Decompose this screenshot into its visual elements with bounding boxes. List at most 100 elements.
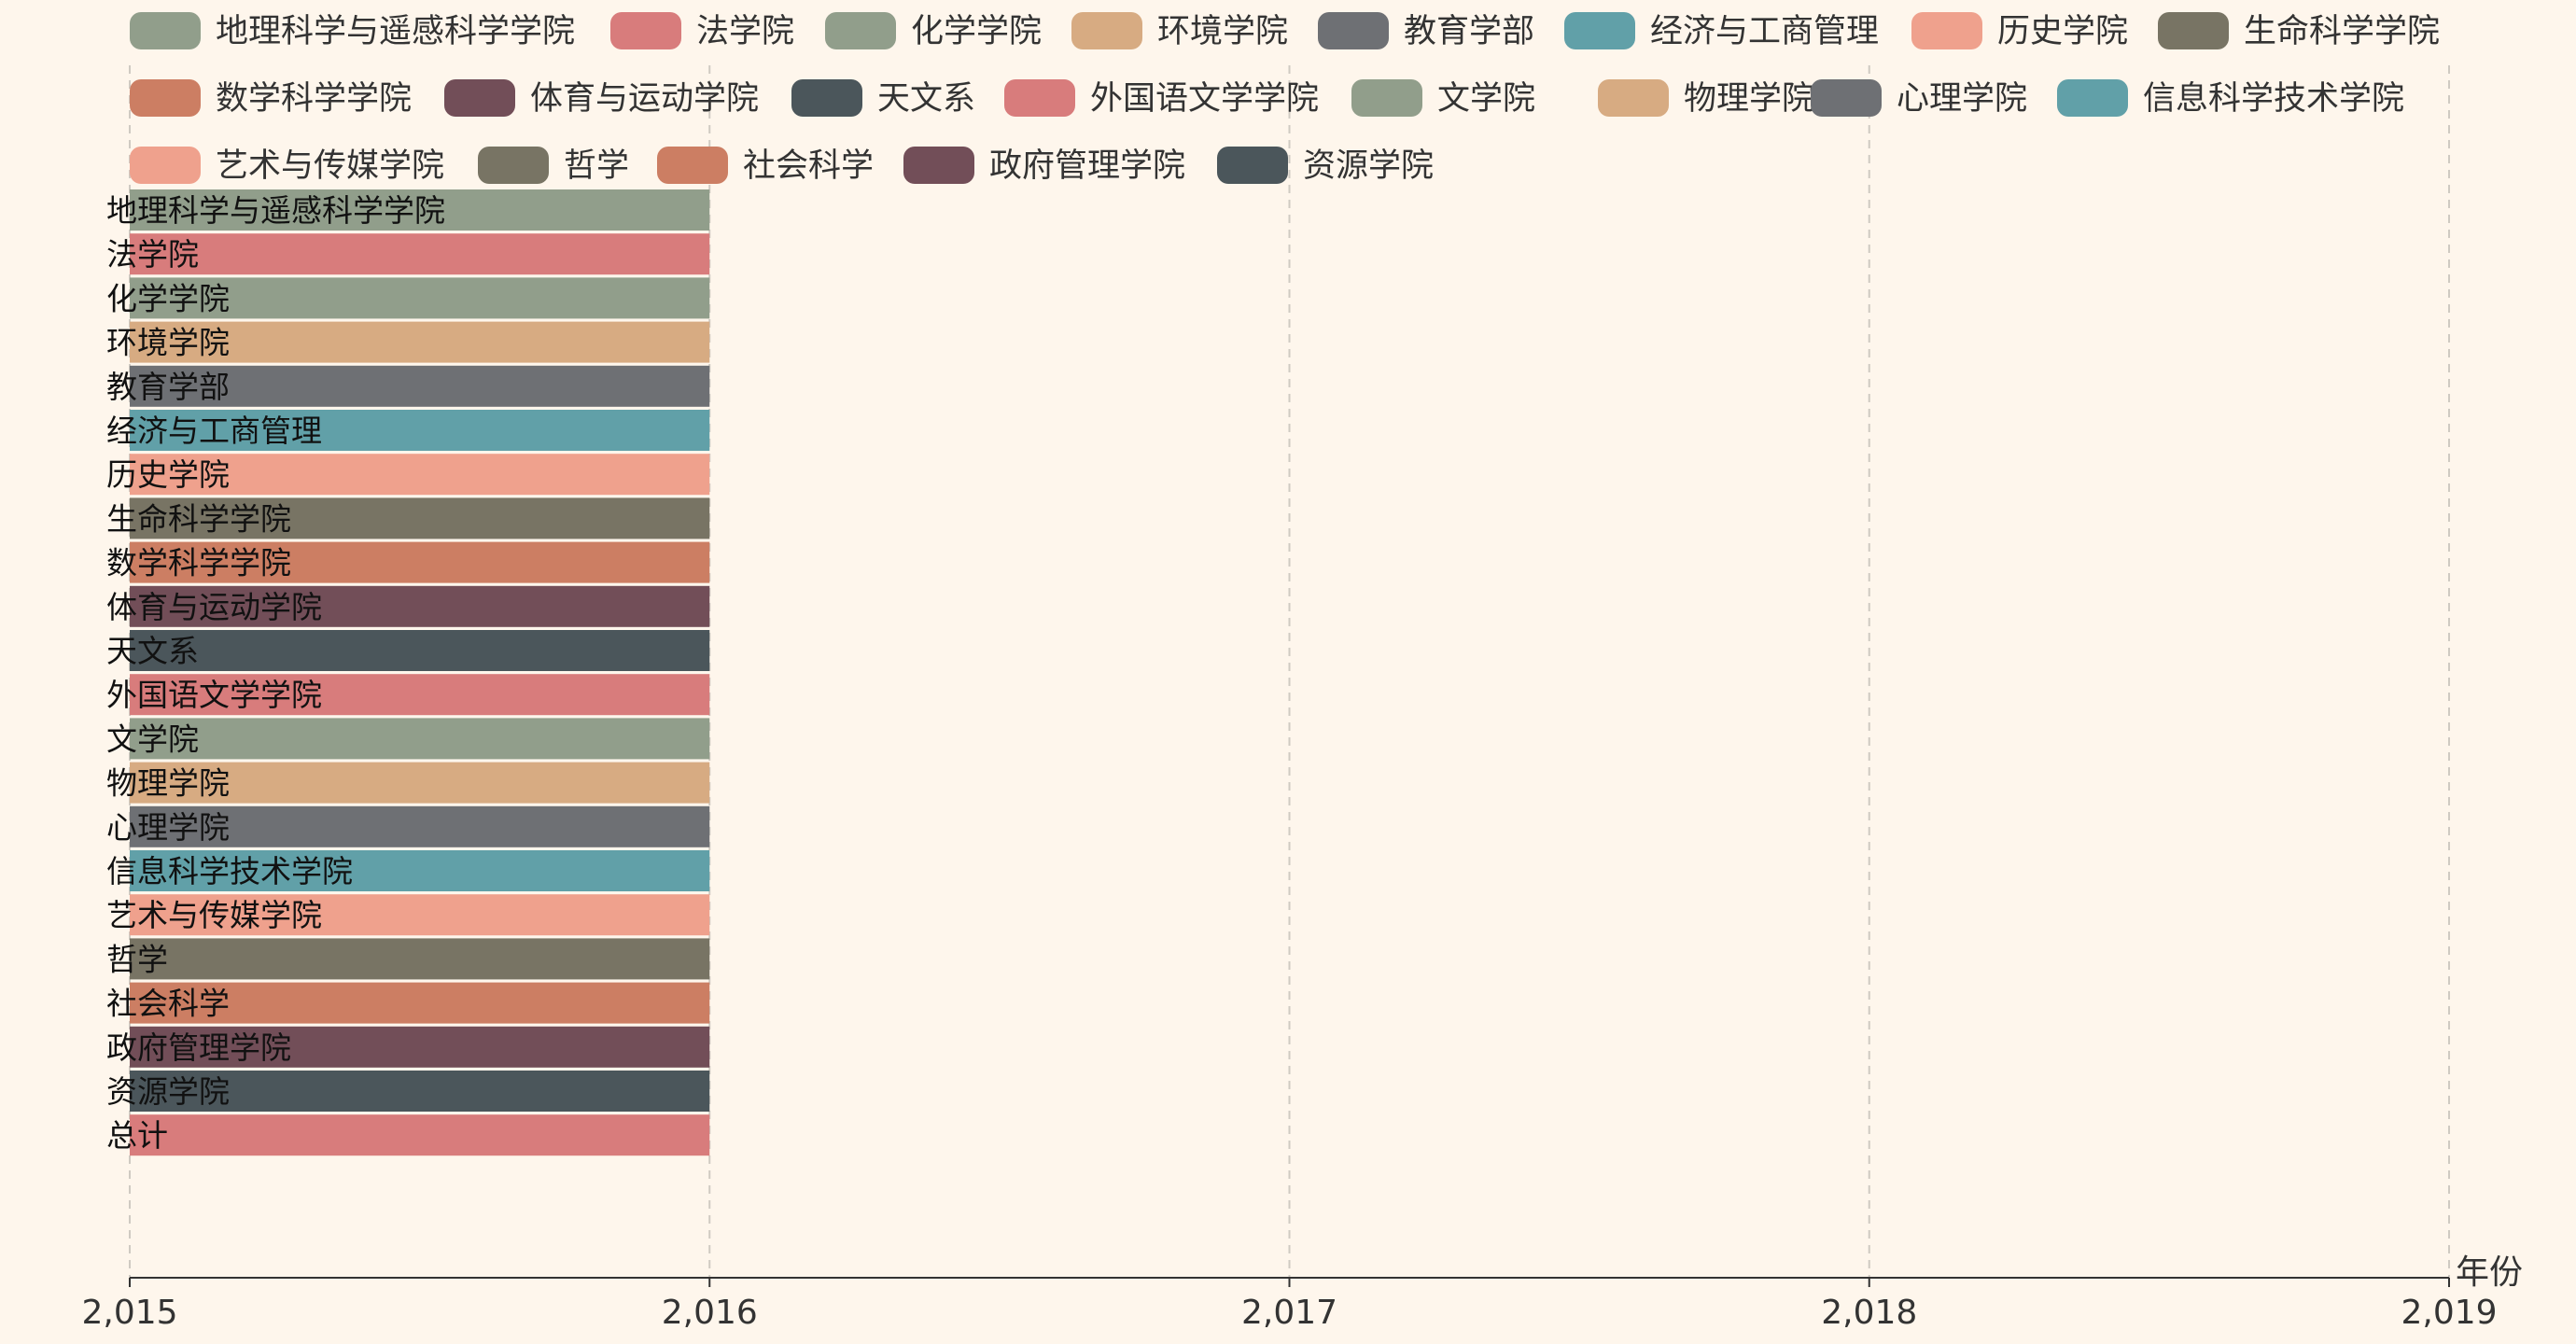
bar (130, 718, 710, 760)
bar (130, 894, 710, 936)
legend-swatch (2057, 79, 2128, 117)
bar (130, 321, 710, 363)
x-tick-label: 2,015 (81, 1294, 177, 1332)
bar (130, 674, 710, 716)
bar (130, 454, 710, 496)
legend-label: 生命科学学院 (2244, 13, 2440, 50)
bar (130, 1026, 710, 1068)
legend-label: 经济与工商管理 (1650, 13, 1879, 50)
legend-label: 艺术与传媒学院 (216, 147, 444, 185)
bar (130, 233, 710, 275)
legend-item[interactable]: 信息科学技术学院 (2057, 79, 2404, 118)
legend-label: 环境学院 (1157, 13, 1288, 50)
legend-swatch (2158, 12, 2229, 49)
legend-item[interactable]: 体育与运动学院 (444, 79, 759, 118)
legend-label: 政府管理学院 (989, 147, 1185, 185)
legend-item[interactable]: 心理学院 (1811, 79, 2027, 118)
bar (130, 630, 710, 671)
bar (130, 762, 710, 804)
x-tick-label: 2,017 (1241, 1294, 1337, 1332)
legend-label: 物理学院 (1684, 80, 1814, 118)
legend-item[interactable]: 历史学院 (1911, 12, 2128, 50)
legend-item[interactable]: 地理科学与遥感科学学院 (130, 12, 575, 50)
category-label: 历史学院 (106, 456, 230, 493)
legend-item[interactable]: 法学院 (610, 12, 794, 50)
bar (130, 850, 710, 891)
bar (130, 497, 710, 539)
category-label: 经济与工商管理 (106, 413, 322, 449)
legend-swatch (478, 147, 549, 184)
category-label: 化学学院 (106, 280, 230, 316)
category-label: 教育学部 (106, 369, 230, 405)
bar (130, 541, 710, 583)
legend-item[interactable]: 教育学部 (1318, 12, 1534, 50)
legend-swatch (610, 12, 681, 49)
category-label: 生命科学学院 (106, 500, 291, 537)
category-label: 环境学院 (106, 325, 230, 361)
legend-item[interactable]: 政府管理学院 (903, 147, 1185, 185)
category-label: 法学院 (106, 236, 199, 273)
legend-label: 法学院 (696, 13, 794, 50)
bar (130, 938, 710, 980)
legend-swatch (1598, 79, 1669, 117)
legend-label: 哲学 (564, 147, 629, 185)
legend-label: 社会科学 (743, 147, 874, 185)
category-label: 数学科学学院 (106, 545, 291, 581)
legend-label: 体育与运动学院 (530, 80, 759, 118)
legend-label: 信息科学技术学院 (2143, 80, 2404, 118)
legend-swatch (1564, 12, 1635, 49)
x-axis: 年份 2,015 2,016 2,017 2,018 2,019 (81, 1253, 2523, 1332)
bar (130, 1071, 710, 1112)
category-label: 体育与运动学院 (106, 589, 322, 625)
legend-item[interactable]: 外国语文学学院 (1004, 79, 1319, 118)
category-label: 地理科学与遥感科学学院 (106, 192, 445, 229)
legend-label: 教育学部 (1404, 13, 1534, 50)
legend-item[interactable]: 艺术与传媒学院 (130, 147, 444, 185)
legend-item[interactable]: 化学学院 (825, 12, 1042, 50)
legend-item[interactable]: 环境学院 (1071, 12, 1288, 50)
legend-swatch (657, 147, 728, 184)
legend-swatch (130, 79, 201, 117)
legend-swatch (903, 147, 974, 184)
legend-label: 地理科学与遥感科学学院 (216, 13, 575, 50)
legend-item[interactable]: 社会科学 (657, 147, 874, 185)
legend-swatch (1217, 147, 1288, 184)
legend-swatch (130, 12, 201, 49)
category-label: 外国语文学学院 (106, 677, 322, 713)
legend-label: 文学院 (1437, 80, 1535, 118)
category-label: 艺术与传媒学院 (106, 897, 322, 933)
legend-item[interactable]: 资源学院 (1217, 147, 1434, 185)
bar (130, 805, 710, 847)
legend-swatch (825, 12, 896, 49)
x-tick-label: 2,019 (2401, 1294, 2497, 1332)
legend-item[interactable]: 经济与工商管理 (1564, 12, 1879, 50)
category-label: 资源学院 (106, 1073, 230, 1110)
legend-label: 心理学院 (1897, 80, 2027, 118)
bar (130, 277, 710, 319)
legend-item[interactable]: 文学院 (1351, 79, 1535, 118)
legend-swatch (1811, 79, 1882, 117)
x-tick-label: 2,016 (662, 1294, 758, 1332)
legend-label: 数学科学学院 (216, 80, 412, 118)
bar (130, 189, 710, 231)
legend-item[interactable]: 数学科学学院 (130, 79, 412, 118)
category-label: 哲学 (106, 941, 168, 977)
category-label: 物理学院 (106, 765, 230, 802)
bar (130, 410, 710, 451)
category-label: 信息科学技术学院 (106, 853, 353, 889)
legend-item[interactable]: 哲学 (478, 147, 629, 185)
legend-swatch (1071, 12, 1142, 49)
legend-swatch (1351, 79, 1422, 117)
legend-item[interactable]: 天文系 (791, 79, 975, 118)
legend-label: 历史学院 (1997, 13, 2128, 50)
legend-item[interactable]: 物理学院 (1598, 79, 1814, 118)
category-label: 文学院 (106, 721, 199, 757)
legend-swatch (1911, 12, 1982, 49)
legend-label: 天文系 (877, 80, 975, 118)
legend-item[interactable]: 生命科学学院 (2158, 12, 2440, 50)
legend-label: 化学学院 (911, 13, 1042, 50)
legend[interactable]: 地理科学与遥感科学学院 法学院 化学学院 环境学院 教育学部 经济与工商管理 历史学院 生命科… (130, 12, 2440, 185)
x-tick-label: 2,018 (1821, 1294, 1917, 1332)
legend-swatch (130, 147, 201, 184)
